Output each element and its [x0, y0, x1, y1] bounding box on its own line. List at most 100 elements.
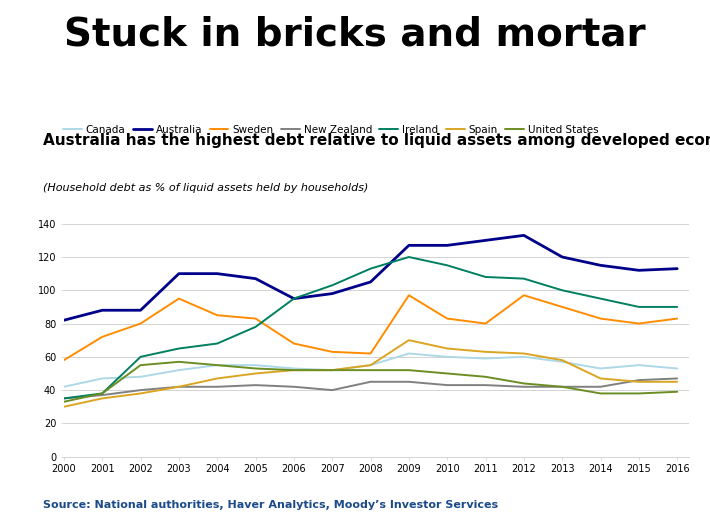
Canada: [366, 362, 375, 369]
Ireland: [673, 304, 682, 310]
Ireland: [290, 295, 298, 302]
Spain: [251, 370, 260, 376]
New Zealand: [673, 375, 682, 382]
Ireland: [443, 262, 452, 269]
Ireland: [481, 274, 490, 280]
New Zealand: [136, 387, 145, 393]
Text: Stuck in bricks and mortar: Stuck in bricks and mortar: [64, 16, 646, 54]
Canada: [673, 365, 682, 372]
Canada: [251, 362, 260, 369]
Ireland: [251, 324, 260, 330]
Ireland: [98, 390, 106, 397]
United States: [175, 358, 183, 365]
Spain: [596, 375, 605, 382]
United States: [443, 370, 452, 376]
Ireland: [558, 287, 567, 294]
New Zealand: [290, 383, 298, 390]
New Zealand: [328, 387, 337, 393]
Ireland: [520, 276, 528, 282]
Spain: [290, 367, 298, 373]
Sweden: [328, 349, 337, 355]
United States: [328, 367, 337, 373]
New Zealand: [98, 392, 106, 398]
New Zealand: [175, 383, 183, 390]
Spain: [481, 349, 490, 355]
Sweden: [213, 312, 222, 319]
Spain: [366, 362, 375, 369]
Ireland: [175, 345, 183, 352]
Australia: [443, 242, 452, 249]
Spain: [136, 390, 145, 397]
Sweden: [290, 340, 298, 347]
New Zealand: [213, 383, 222, 390]
United States: [213, 362, 222, 369]
Ireland: [213, 340, 222, 347]
United States: [98, 390, 106, 397]
Canada: [635, 362, 643, 369]
Sweden: [98, 333, 106, 340]
Australia: [175, 270, 183, 277]
Sweden: [635, 320, 643, 327]
Canada: [60, 383, 68, 390]
Ireland: [596, 295, 605, 302]
Line: United States: United States: [64, 362, 677, 402]
Text: (Household debt as % of liquid assets held by households): (Household debt as % of liquid assets he…: [43, 183, 368, 193]
Australia: [596, 262, 605, 269]
New Zealand: [405, 379, 413, 385]
Sweden: [175, 295, 183, 302]
Sweden: [60, 357, 68, 363]
Sweden: [558, 304, 567, 310]
Canada: [558, 358, 567, 365]
Australia: [290, 295, 298, 302]
Australia: [251, 276, 260, 282]
Canada: [98, 375, 106, 382]
Australia: [366, 279, 375, 285]
Canada: [136, 374, 145, 380]
Line: Australia: Australia: [64, 235, 677, 320]
New Zealand: [558, 383, 567, 390]
Sweden: [520, 292, 528, 298]
Spain: [405, 337, 413, 344]
Canada: [443, 354, 452, 360]
United States: [673, 389, 682, 395]
Australia: [558, 254, 567, 260]
Ireland: [366, 266, 375, 272]
Canada: [481, 355, 490, 362]
Text: Source: National authorities, Haver Analytics, Moody’s Investor Services: Source: National authorities, Haver Anal…: [43, 500, 498, 510]
Sweden: [405, 292, 413, 298]
Text: Australia has the highest debt relative to liquid assets among developed economi: Australia has the highest debt relative …: [43, 133, 710, 148]
United States: [251, 365, 260, 372]
Spain: [635, 379, 643, 385]
Australia: [520, 232, 528, 238]
Spain: [213, 375, 222, 382]
Australia: [136, 307, 145, 313]
United States: [635, 390, 643, 397]
United States: [405, 367, 413, 373]
Sweden: [481, 320, 490, 327]
Canada: [328, 367, 337, 373]
Sweden: [443, 315, 452, 322]
Canada: [175, 367, 183, 373]
Australia: [60, 317, 68, 323]
New Zealand: [251, 382, 260, 388]
New Zealand: [596, 383, 605, 390]
United States: [481, 374, 490, 380]
Sweden: [366, 350, 375, 357]
New Zealand: [366, 379, 375, 385]
Spain: [673, 379, 682, 385]
Line: Spain: Spain: [64, 340, 677, 407]
New Zealand: [60, 395, 68, 401]
Line: New Zealand: New Zealand: [64, 379, 677, 398]
Ireland: [60, 395, 68, 401]
Canada: [213, 362, 222, 369]
Canada: [520, 354, 528, 360]
United States: [290, 367, 298, 373]
Line: Canada: Canada: [64, 354, 677, 387]
Line: Ireland: Ireland: [64, 257, 677, 398]
Ireland: [136, 354, 145, 360]
Spain: [443, 345, 452, 352]
Spain: [558, 357, 567, 363]
United States: [366, 367, 375, 373]
Ireland: [405, 254, 413, 260]
Australia: [98, 307, 106, 313]
